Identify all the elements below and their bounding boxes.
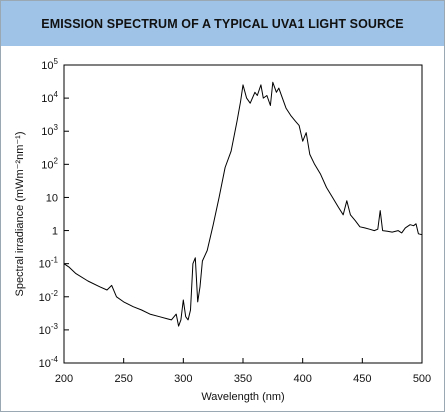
- y-tick-label: 102: [41, 156, 58, 171]
- spectrum-line: [63, 81, 423, 327]
- y-tick-base: 10: [41, 60, 53, 72]
- x-tick-label: 300: [174, 373, 192, 385]
- y-tick-base: 1: [52, 226, 58, 238]
- y-tick-exponent: -4: [51, 355, 59, 364]
- x-tick-label: 200: [55, 373, 73, 385]
- y-tick-base: 10: [46, 192, 58, 204]
- x-tick-label: 400: [293, 373, 311, 385]
- y-tick-label: 10: [46, 192, 58, 204]
- chart-title: EMISSION SPECTRUM OF A TYPICAL UVA1 LIGH…: [41, 16, 404, 31]
- x-tick-label: 450: [353, 373, 371, 385]
- y-tick-base: 10: [39, 259, 51, 271]
- y-tick-label: 10-2: [39, 289, 59, 304]
- y-tick-label: 104: [41, 90, 58, 105]
- y-tick-base: 10: [41, 93, 53, 105]
- y-tick-exponent: -2: [51, 289, 59, 298]
- y-tick-base: 10: [39, 325, 51, 337]
- y-tick-label: 10-1: [39, 256, 59, 271]
- y-tick-exponent: 2: [54, 156, 59, 165]
- y-tick-exponent: 4: [54, 90, 59, 99]
- y-axis-label: Spectral irradiance (mWm⁻²nm⁻¹): [14, 131, 26, 296]
- y-tick-exponent: 5: [54, 57, 59, 66]
- y-tick-base: 10: [39, 358, 51, 370]
- y-tick-label: 1: [52, 226, 58, 238]
- plot-area-border: [63, 64, 423, 364]
- y-tick-label: 105: [41, 57, 58, 72]
- x-tick-label: 350: [234, 373, 252, 385]
- title-bar: EMISSION SPECTRUM OF A TYPICAL UVA1 LIGH…: [1, 1, 444, 46]
- x-tick-label: 250: [114, 373, 132, 385]
- y-tick-label: 103: [41, 123, 58, 138]
- x-axis-label: Wavelength (nm): [201, 391, 284, 403]
- y-tick-exponent: -3: [51, 322, 59, 331]
- x-tick-label: 500: [413, 373, 431, 385]
- y-tick-exponent: 3: [54, 123, 59, 132]
- y-tick-base: 10: [41, 159, 53, 171]
- y-tick-label: 10-3: [39, 322, 59, 337]
- y-tick-base: 10: [39, 292, 51, 304]
- y-tick-label: 10-4: [39, 355, 59, 370]
- y-tick-base: 10: [41, 126, 53, 138]
- y-tick-exponent: -1: [51, 256, 59, 265]
